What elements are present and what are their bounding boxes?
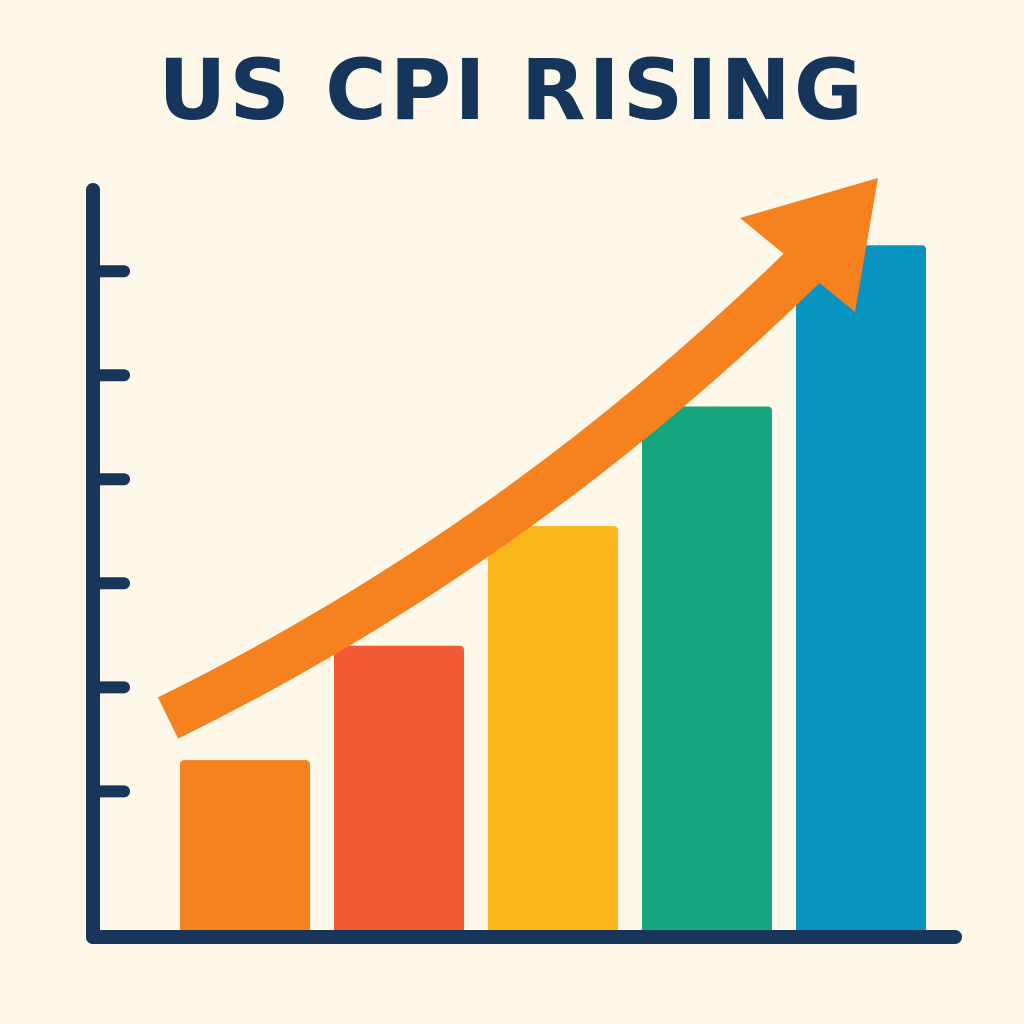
- bar: [488, 526, 618, 937]
- y-ticks: [87, 265, 130, 798]
- chart-title: US CPI RISING: [158, 41, 866, 139]
- bar: [642, 406, 772, 937]
- arrow-shaft: [157, 245, 825, 739]
- plot-area: [180, 245, 926, 937]
- bar: [180, 760, 310, 937]
- bar: [334, 645, 464, 937]
- arrow-head: [740, 178, 878, 312]
- trend-arrow: [157, 178, 878, 739]
- bar: [796, 245, 926, 937]
